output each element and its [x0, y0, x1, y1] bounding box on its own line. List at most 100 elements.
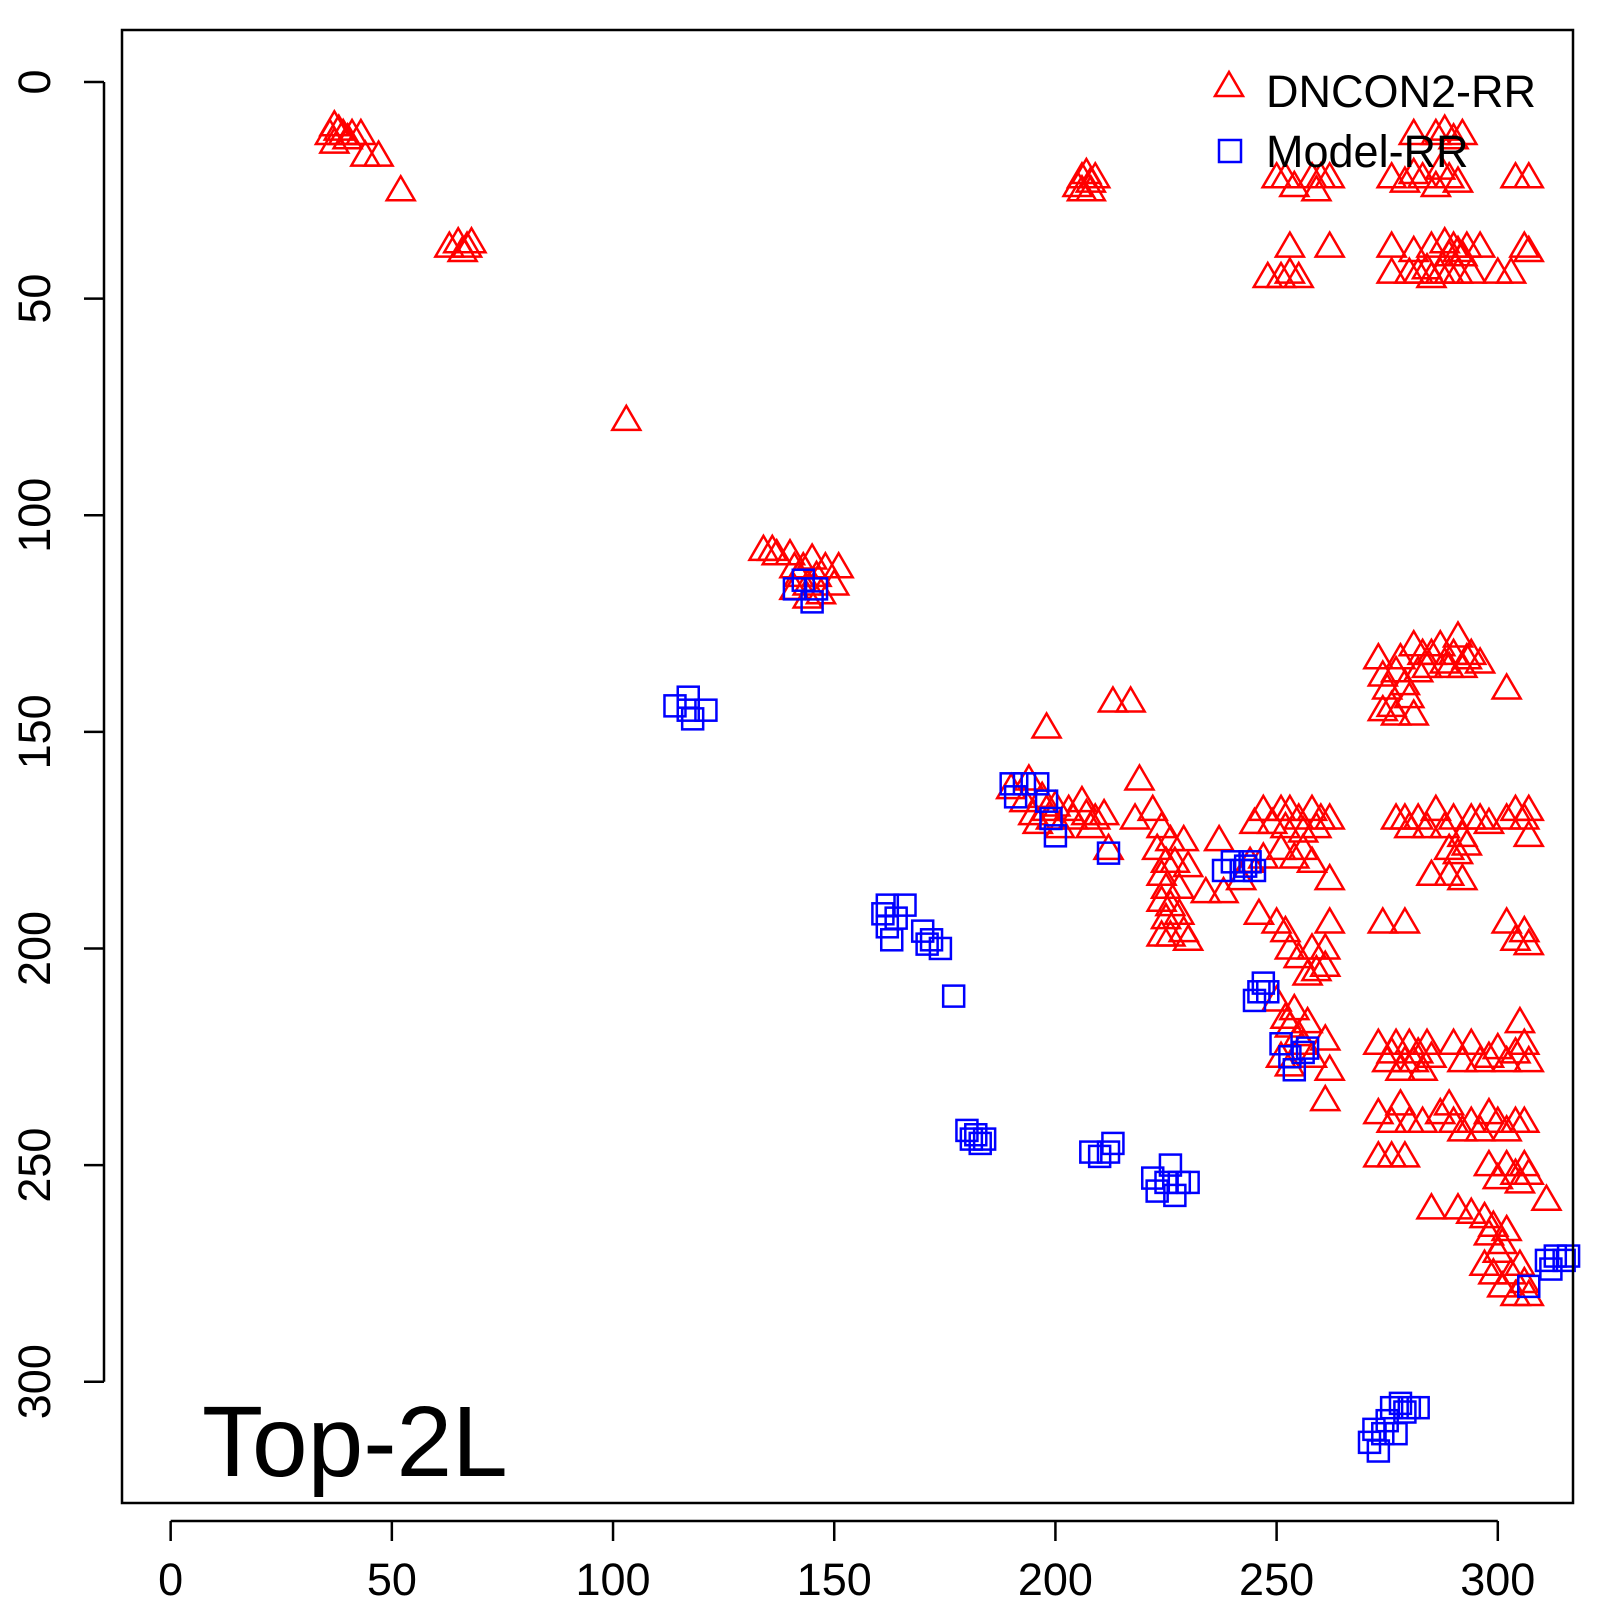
triangle-point: [1189, 875, 1223, 904]
triangle-point: [756, 533, 789, 562]
triangle-point: [1441, 1191, 1475, 1220]
square-point: [1039, 806, 1063, 831]
triangle-point: [1490, 672, 1523, 700]
triangle-point: [1282, 802, 1315, 830]
triangle-point: [433, 230, 466, 258]
triangle-point: [1313, 230, 1346, 258]
triangle-point: [1397, 156, 1430, 185]
square-point: [1096, 1140, 1121, 1164]
square-point: [915, 932, 939, 956]
y-tick-label: 200: [9, 911, 60, 986]
triangle-point: [1490, 905, 1523, 934]
triangle-point: [1247, 793, 1280, 822]
triangle-point: [1419, 169, 1453, 198]
triangle-point: [1171, 849, 1205, 878]
legend: DNCON2-RR Model-RR: [1212, 66, 1536, 177]
square-point: [1256, 980, 1280, 1004]
triangle-point: [1463, 802, 1497, 830]
triangle-point: [362, 139, 395, 167]
triangle-point: [1079, 160, 1112, 189]
triangle-point: [1419, 793, 1453, 822]
triangle-point: [1415, 858, 1448, 887]
triangle-point: [450, 230, 484, 258]
triangle-point: [1384, 1087, 1417, 1116]
square-point: [941, 984, 966, 1008]
plot-frame: [120, 28, 1575, 1505]
triangle-point: [1366, 659, 1399, 687]
y-tick-label: 100: [9, 478, 60, 553]
triangle-point: [1401, 256, 1435, 284]
triangle-point: [1401, 654, 1435, 683]
x-tick-label: 0: [158, 1554, 183, 1600]
triangle-point: [1490, 1044, 1523, 1073]
square-point: [1388, 1391, 1413, 1416]
triangle-point: [1424, 1096, 1457, 1125]
square-point: [875, 915, 900, 939]
triangle-point: [1419, 117, 1453, 146]
x-tick-label: 150: [797, 1554, 872, 1600]
triangle-point: [1056, 802, 1090, 830]
triangle-point: [1472, 1040, 1506, 1069]
square-point: [1096, 841, 1121, 865]
triangle-point: [1393, 810, 1426, 839]
triangle-point: [1437, 802, 1470, 830]
triangle-point: [1136, 793, 1169, 822]
triangle-point: [1463, 646, 1497, 674]
triangle-point: [1092, 832, 1125, 861]
triangle-point: [1114, 685, 1147, 713]
square-point: [928, 936, 953, 961]
square-point: [910, 919, 935, 943]
square-point: [1158, 1153, 1183, 1177]
legend-label-model-rr: Model-RR: [1266, 126, 1469, 177]
triangle-point: [1282, 940, 1315, 969]
triangle-point: [1397, 117, 1430, 146]
x-tick-label: 300: [1460, 1554, 1535, 1600]
square-point: [955, 1118, 979, 1143]
triangle-point: [1494, 1256, 1528, 1285]
square-point: [1242, 988, 1267, 1013]
triangle-point: [1410, 810, 1444, 839]
triangle-point: [1375, 1105, 1408, 1133]
triangle-point: [1362, 1096, 1395, 1125]
square-point: [680, 707, 705, 731]
triangle-point: [1432, 160, 1466, 189]
square-point: [800, 590, 824, 614]
triangle-point: [1472, 1148, 1506, 1177]
triangle-point: [1437, 637, 1470, 666]
square-point: [1043, 824, 1068, 848]
square-point: [1539, 1257, 1563, 1281]
triangle-point: [1512, 160, 1545, 189]
square-point: [1393, 1400, 1417, 1424]
triangle-point: [1273, 256, 1307, 284]
triangle-point: [1512, 927, 1545, 956]
triangle-point: [1415, 637, 1448, 666]
square-point: [1379, 1395, 1404, 1420]
triangle-point: [1446, 117, 1479, 146]
triangle-point: [1450, 828, 1484, 856]
square-point: [999, 772, 1023, 796]
square-point: [1233, 854, 1258, 878]
triangle-point: [1455, 1027, 1488, 1056]
triangle-point: [1065, 784, 1099, 813]
square-point: [1087, 1144, 1112, 1169]
square-point: [1163, 1183, 1187, 1208]
triangle-point: [1269, 810, 1302, 839]
triangle-point: [1030, 711, 1063, 739]
triangle-point: [1309, 1083, 1342, 1112]
triangle-point: [1388, 1139, 1422, 1168]
square-point: [694, 698, 718, 722]
triangle-point: [1446, 1044, 1479, 1073]
triangle-point: [1313, 160, 1346, 189]
triangle-point: [1508, 1105, 1541, 1133]
triangle-point: [1167, 823, 1200, 852]
square-point: [1552, 1248, 1576, 1273]
triangle-point: [1278, 992, 1311, 1021]
triangle-point: [1481, 1031, 1514, 1060]
legend-label-dncon2-rr: DNCON2-RR: [1266, 66, 1536, 117]
square-point: [893, 893, 917, 917]
legend-triangle-marker: [1212, 69, 1246, 98]
x-tick-label: 50: [367, 1554, 417, 1600]
triangle-point: [1397, 698, 1430, 726]
triangle-point: [1295, 845, 1329, 874]
y-tick-label: 300: [9, 1344, 60, 1419]
